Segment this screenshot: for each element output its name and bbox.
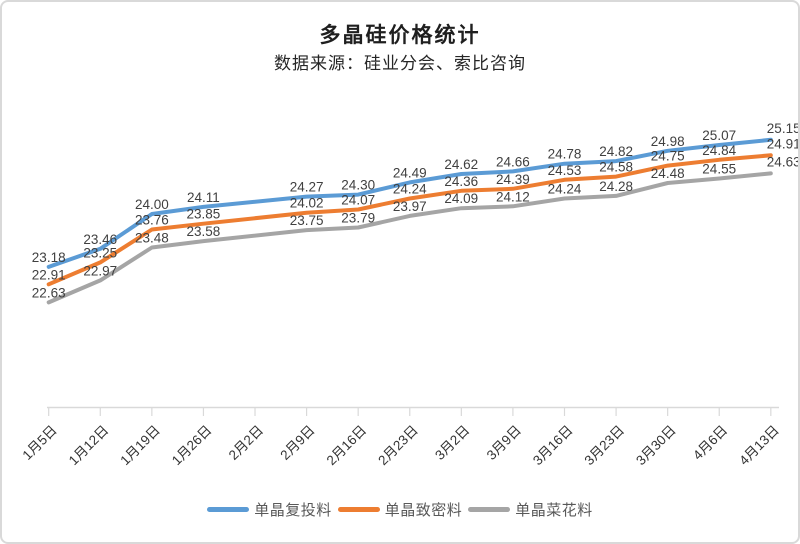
legend-item-0: 单晶复投料	[207, 499, 332, 520]
data-label-s2-p11: 24.28	[599, 179, 633, 194]
data-label-s1-p2: 23.76	[135, 213, 169, 228]
legend-label: 单晶菜花料	[515, 502, 593, 519]
data-label-s1-p7: 24.24	[393, 182, 427, 197]
x-axis-label: 3月16日	[530, 423, 576, 469]
x-axis-label: 4月13日	[736, 423, 782, 469]
x-axis-label: 2月16日	[324, 423, 370, 469]
data-label-s0-p2: 24.00	[135, 197, 169, 212]
legend-line-swatch-icon	[468, 507, 511, 512]
data-label-s1-p12: 24.75	[651, 149, 685, 164]
series-line-0	[46, 137, 773, 269]
data-label-s2-p7: 23.97	[393, 199, 427, 214]
x-axis-label: 3月23日	[582, 423, 628, 469]
data-label-s1-p9: 24.39	[496, 172, 530, 187]
data-label-s0-p14: 25.15	[767, 121, 800, 136]
data-label-s0-p1: 23.46	[83, 232, 117, 247]
x-axis-label: 3月9日	[484, 423, 524, 463]
legend-label: 单晶致密料	[384, 502, 463, 519]
data-label-s1-p0: 22.91	[32, 267, 66, 282]
x-axis-label: 1月12日	[66, 423, 112, 469]
x-axis-label: 4月6日	[690, 423, 730, 463]
x-axis-label: 2月9日	[277, 423, 317, 463]
data-label-s1-p6: 24.07	[341, 193, 375, 208]
legend-item-2: 单晶菜花料	[468, 499, 593, 520]
data-label-s2-p10: 24.24	[548, 182, 582, 197]
data-label-s1-p14: 24.91	[767, 136, 800, 151]
data-label-s1-p13: 24.84	[702, 143, 736, 158]
legend-line-swatch-icon	[337, 507, 380, 512]
x-axis-label: 3月30日	[633, 423, 679, 469]
data-label-s2-p13: 24.55	[702, 162, 736, 177]
data-label-s2-p9: 24.12	[496, 189, 530, 204]
x-axis-label: 2月2日	[226, 423, 266, 463]
data-label-s2-p1: 22.97	[83, 263, 117, 278]
data-label-s0-p8: 24.62	[444, 157, 478, 172]
data-label-s1-p3: 23.85	[187, 207, 221, 222]
chart-legend: 单晶复投料 单晶致密料 单晶菜花料	[2, 499, 798, 520]
data-label-s2-p8: 24.09	[444, 191, 478, 206]
chart-title: 多晶硅价格统计	[319, 24, 481, 47]
data-label-s1-p1: 23.25	[83, 245, 117, 260]
data-label-s1-p8: 24.36	[444, 174, 478, 189]
data-label-s0-p3: 24.11	[187, 190, 220, 205]
legend-line-swatch-icon	[207, 507, 250, 512]
data-label-s2-p0: 22.63	[32, 285, 66, 300]
data-label-s0-p12: 24.98	[651, 134, 685, 149]
data-label-s1-p10: 24.53	[548, 163, 582, 178]
data-label-s2-p14: 24.63	[767, 154, 800, 169]
data-label-s2-p2: 23.48	[135, 231, 169, 246]
data-label-s0-p10: 24.78	[548, 147, 582, 162]
x-axis-label: 1月5日	[19, 423, 59, 463]
data-label-s2-p5: 23.75	[290, 213, 324, 228]
chart-subtitle: 数据来源：硅业分会、索比咨询	[274, 54, 526, 73]
series-line-1	[46, 153, 773, 287]
data-label-s0-p0: 23.18	[32, 250, 66, 265]
data-label-s0-p11: 24.82	[599, 144, 633, 159]
x-axis-label: 3月2日	[432, 423, 472, 463]
data-label-s0-p13: 25.07	[702, 128, 736, 143]
data-label-s0-p9: 24.66	[496, 154, 530, 169]
legend-item-1: 单晶致密料	[337, 499, 463, 520]
data-label-s0-p7: 24.49	[393, 165, 427, 180]
data-label-s2-p6: 23.79	[341, 211, 375, 226]
data-label-s0-p5: 24.27	[290, 180, 324, 195]
series-line-2	[46, 171, 773, 305]
data-label-s1-p11: 24.58	[599, 160, 633, 175]
x-axis-label: 1月26日	[169, 423, 215, 469]
data-label-s0-p6: 24.30	[341, 178, 375, 193]
data-label-s1-p5: 24.02	[290, 196, 324, 211]
legend-label: 单晶复投料	[254, 502, 332, 519]
data-label-s2-p12: 24.48	[651, 166, 685, 181]
data-label-s2-p3: 23.58	[187, 224, 221, 239]
x-axis-label: 2月23日	[375, 423, 421, 469]
x-axis-label: 1月19日	[117, 423, 163, 469]
